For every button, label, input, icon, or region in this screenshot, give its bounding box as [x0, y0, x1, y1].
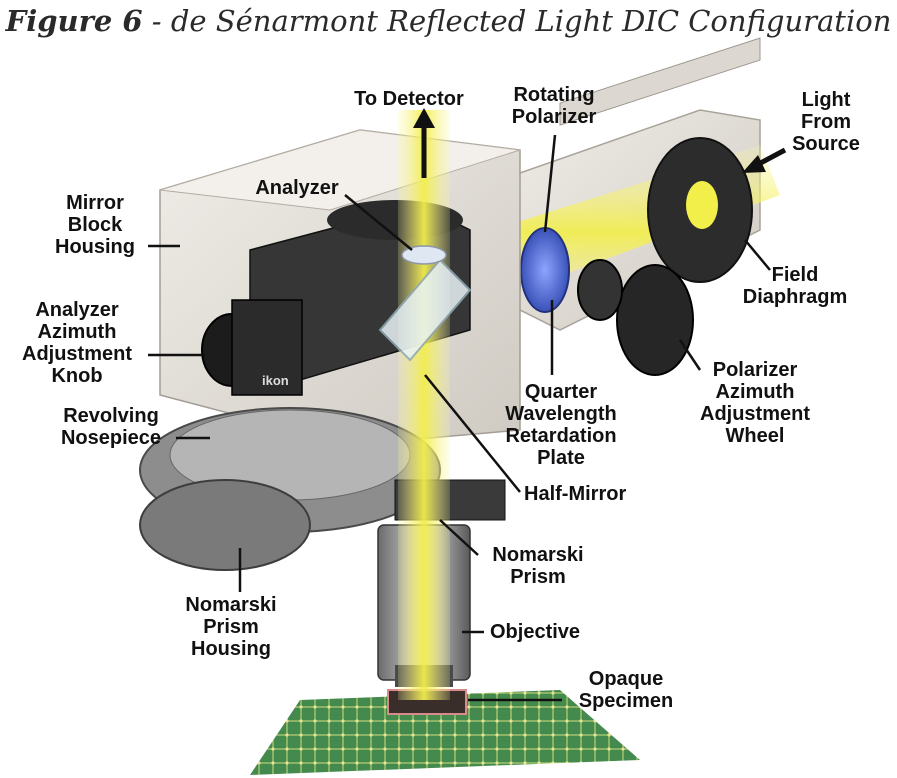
analyzer-lens	[401, 245, 447, 265]
leader-field-diaphragm	[744, 239, 771, 271]
vertical-light-beam	[398, 110, 450, 700]
leader-half-mirror	[424, 374, 521, 493]
figure-number: Figure 6	[5, 4, 143, 38]
knob-body	[231, 299, 303, 396]
label-opaque-specimen: Opaque Specimen	[578, 668, 674, 712]
half-mirror	[378, 258, 472, 362]
leader-lines	[148, 134, 771, 702]
nomarski-prism-housing-body	[139, 479, 311, 571]
label-objective: Objective	[490, 621, 581, 643]
label-quarter-wave-plate: Quarter Wavelength Retardation Plate	[505, 381, 617, 469]
label-rotating-polarizer: Rotating Polarizer	[511, 84, 597, 128]
circuit-board	[250, 690, 640, 775]
label-nomarski-prism: Nomarski Prism	[492, 544, 584, 588]
knob-text: ikon	[262, 373, 289, 388]
leader-analyzer	[344, 194, 413, 251]
source-arrow-head	[742, 155, 766, 173]
leader-polarizer-wheel	[678, 339, 702, 371]
detector-arrow-head	[413, 108, 435, 128]
label-revolving-nosepiece: Revolving Nosepiece	[60, 405, 162, 449]
label-analyzer-knob: Analyzer Azimuth Adjustment Knob	[22, 299, 132, 387]
figure-caption: - de Sénarmont Reflected Light DIC Confi…	[142, 4, 892, 38]
label-field-diaphragm: Field Diaphragm	[742, 264, 848, 308]
leader-rotating-polarizer	[543, 134, 557, 233]
field-diaphragm-aperture	[686, 181, 718, 229]
label-polarizer-wheel: Polarizer Azimuth Adjustment Wheel	[700, 359, 810, 447]
leader-nomarski-prism	[439, 519, 479, 556]
polarizer-gear-small	[577, 259, 623, 321]
label-nomarski-prism-housing: Nomarski Prism Housing	[185, 594, 277, 660]
label-half-mirror: Half-Mirror	[524, 483, 627, 505]
label-light-from-source: Light From Source	[792, 89, 860, 155]
label-to-detector: To Detector	[354, 88, 464, 110]
label-analyzer: Analyzer	[255, 177, 339, 199]
figure-title: Figure 6 - de Sénarmont Reflected Light …	[0, 4, 897, 38]
label-mirror-block-housing: Mirror Block Housing	[55, 192, 135, 258]
polarizer-gear	[616, 264, 694, 376]
rotating-polarizer-disk	[520, 227, 570, 313]
tube-rail	[559, 37, 761, 126]
